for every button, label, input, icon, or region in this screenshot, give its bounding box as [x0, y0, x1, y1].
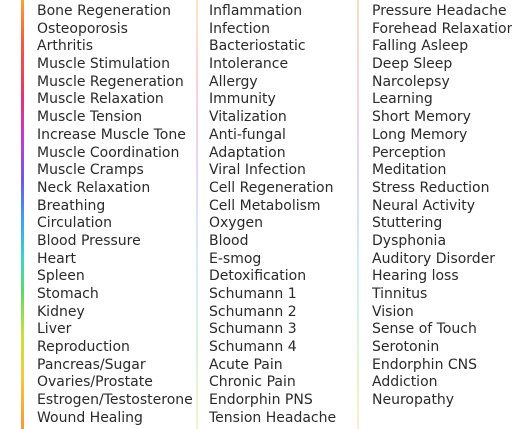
- list-item: Perception: [372, 144, 447, 161]
- list-item: Narcolepsy: [372, 73, 450, 90]
- list-item: Vitalization: [209, 109, 287, 126]
- list-item: Hearing loss: [372, 268, 459, 285]
- list-item: Oxygen: [209, 215, 263, 232]
- list-item: Falling Asleep: [372, 38, 469, 55]
- list-item: Estrogen/Testosterone: [37, 392, 193, 409]
- list-item: Schumann 3: [209, 321, 297, 338]
- list-item: Sense of Touch: [372, 321, 477, 338]
- list-item: Tension Headache: [209, 409, 337, 426]
- list-item: Stuttering: [372, 215, 443, 232]
- list-item: Kidney: [37, 303, 85, 320]
- list-item: Tinnitus: [372, 286, 428, 302]
- list-item: Serotonin: [372, 339, 440, 356]
- list-item: Viral Infection: [209, 162, 306, 179]
- list-item: Neural Activity: [372, 197, 475, 214]
- list-item: Muscle Coordination: [37, 144, 180, 161]
- list-item: Increase Muscle Tone: [37, 126, 186, 143]
- list-item: Learning: [372, 91, 433, 108]
- list-item: E-smog: [209, 250, 262, 267]
- list-item: Muscle Relaxation: [37, 91, 164, 108]
- color-bar: [357, 0, 359, 429]
- list-item: Long Memory: [372, 126, 468, 143]
- list-item: Muscle Cramps: [37, 162, 144, 179]
- list-item: Detoxification: [209, 268, 307, 285]
- list-item: Chronic Pain: [209, 374, 296, 391]
- list-item: Immunity: [209, 91, 276, 108]
- list-item: Liver: [37, 321, 72, 338]
- list-item: Acute Pain: [209, 356, 283, 373]
- list-item: Inflammation: [209, 3, 303, 19]
- color-bar: [196, 0, 198, 429]
- list-item: Neck Relaxation: [37, 179, 151, 196]
- list-item: Anti-fungal: [209, 126, 286, 143]
- column: Bone Regeneration Osteoporosis Arthritis Mu…: [37, 3, 193, 428]
- list-item: Dysphonia: [372, 232, 447, 249]
- list-item: Stress Reduction: [372, 179, 490, 196]
- list-item: Neuropathy: [372, 392, 455, 409]
- column: Inflammation Infection Bacteriostatic Intol…: [209, 3, 336, 428]
- list-item: Stomach: [37, 286, 99, 302]
- list-item: Addiction: [372, 374, 438, 391]
- list-item: Pressure Headache: [372, 3, 507, 19]
- list-item: Vision: [372, 303, 414, 320]
- list-item: Schumann 2: [209, 303, 297, 320]
- list-item: Arthritis: [37, 38, 94, 55]
- list-item: Pancreas/Sugar: [37, 356, 146, 373]
- list-item: Ovaries/Prostate: [37, 374, 153, 391]
- list-item: Muscle Tension: [37, 109, 143, 126]
- list-item: Wound Healing: [37, 409, 143, 426]
- list-item: Heart: [37, 250, 76, 267]
- list-item: Schumann 1: [209, 286, 297, 302]
- list-item: Circulation: [37, 215, 112, 232]
- list-item: Bone Regeneration: [37, 3, 171, 19]
- list-item: Deep Sleep: [372, 56, 453, 73]
- list-item: Cell Metabolism: [209, 197, 321, 214]
- list-item: Blood Pressure: [37, 232, 141, 249]
- list-item: Endorphin PNS: [209, 392, 313, 409]
- list-item: Muscle Stimulation: [37, 56, 170, 73]
- column: Pressure Headache Forehead Relaxation Fall…: [372, 3, 512, 410]
- list-item: Intolerance: [209, 56, 289, 73]
- list-item: Endorphin CNS: [372, 356, 478, 373]
- list-item: Infection: [209, 20, 271, 37]
- list-item: Meditation: [372, 162, 447, 179]
- list-item: Allergy: [209, 73, 258, 90]
- list-item: Short Memory: [372, 109, 471, 126]
- list-item: Spleen: [37, 268, 85, 285]
- list-item: Schumann 4: [209, 339, 297, 356]
- list-item: Bacteriostatic: [209, 38, 306, 55]
- color-bar: [21, 0, 24, 429]
- list-item: Osteoporosis: [37, 20, 128, 37]
- list-item: Adaptation: [209, 144, 286, 161]
- list-item: Cell Regeneration: [209, 179, 334, 196]
- list-item: Forehead Relaxation: [372, 20, 512, 37]
- list-item: Breathing: [37, 197, 106, 214]
- list-item: Muscle Regeneration: [37, 73, 184, 90]
- list-item: Blood: [209, 232, 249, 249]
- list-item: Reproduction: [37, 339, 130, 356]
- list-item: Auditory Disorder: [372, 250, 496, 267]
